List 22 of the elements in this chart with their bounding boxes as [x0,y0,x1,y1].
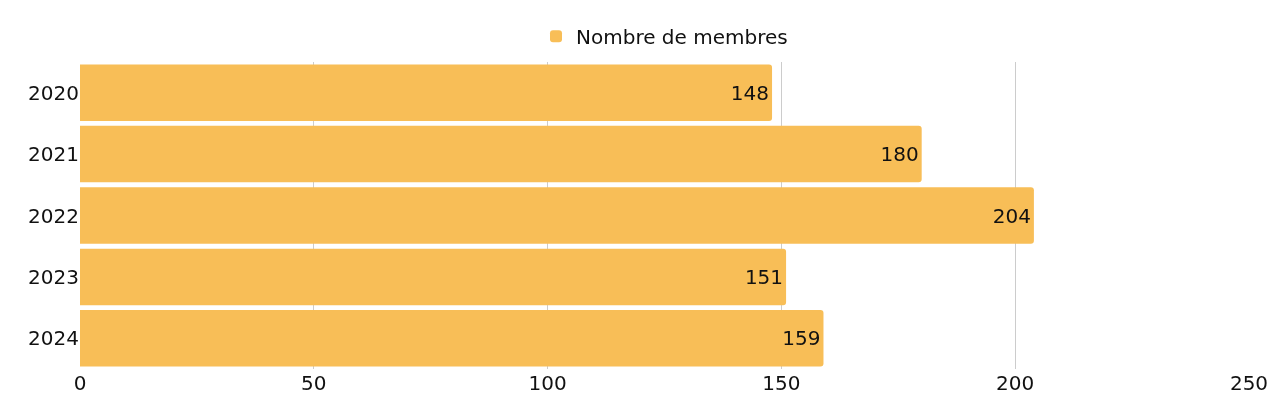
x-tick-label: 100 [528,371,567,395]
data-label: 159 [782,326,821,351]
data-label: 151 [744,264,784,289]
x-tick-label: 200 [996,371,1035,395]
bar [80,248,787,306]
legend-label: Nombre de membres [576,25,788,50]
bar [80,310,824,367]
y-tick-label: 2022 [28,203,79,228]
data-label: 204 [992,203,1031,228]
y-tick-label: 2024 [28,326,79,351]
y-tick-label: 2021 [28,142,79,167]
x-tick-label: 150 [762,371,801,395]
data-label: 148 [730,80,770,105]
y-tick-label: 2023 [28,264,79,289]
bar [80,64,773,121]
bar [80,187,1034,244]
x-tick-label: 50 [301,371,327,395]
data-label: 180 [880,142,919,167]
bar [80,125,922,183]
x-tick-label: 0 [73,371,87,395]
y-tick-label: 2020 [28,80,79,105]
x-tick-label: 250 [1229,371,1269,395]
